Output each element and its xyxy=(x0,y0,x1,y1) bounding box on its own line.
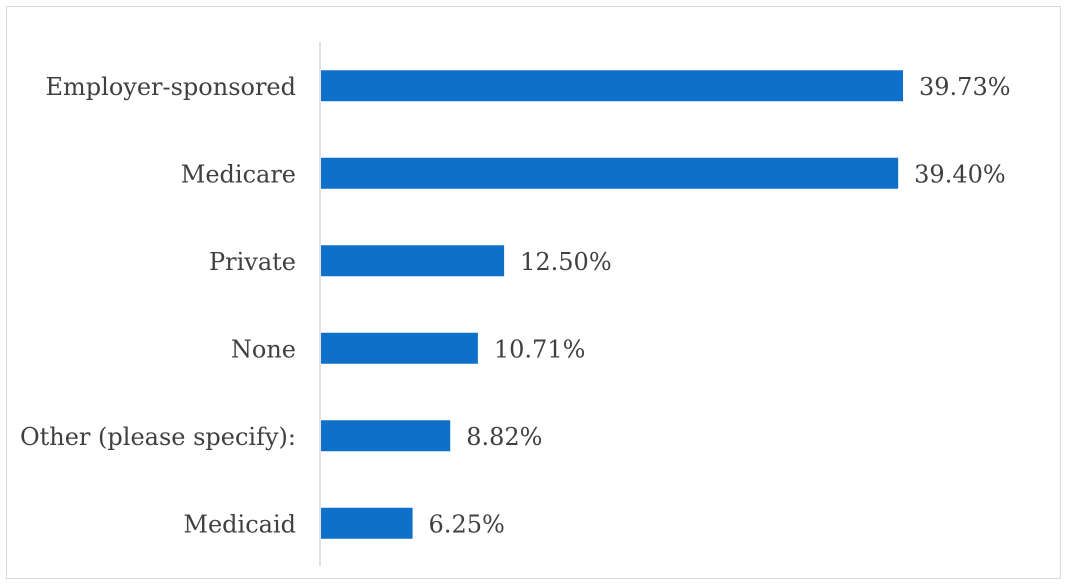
value-labels: 39.73% 39.40% 12.50% 10.71% 8.82% 6.25% xyxy=(429,73,1011,539)
bar-none xyxy=(321,332,478,364)
category-label-medicare: Medicare xyxy=(181,160,296,188)
bars xyxy=(321,70,903,539)
value-label-none: 10.71% xyxy=(494,335,586,363)
category-label-other-please-specify: Other (please specify): xyxy=(20,423,296,451)
bar-other-please-specify xyxy=(321,420,451,452)
chart-frame xyxy=(6,6,1061,579)
value-label-medicare: 39.40% xyxy=(914,160,1006,188)
bar-medicare xyxy=(321,157,899,189)
category-label-private: Private xyxy=(209,248,296,276)
bar-medicaid xyxy=(321,507,413,539)
value-label-medicaid: 6.25% xyxy=(429,510,505,538)
category-labels: Employer-sponsored Medicare Private None Oth… xyxy=(20,73,296,539)
value-label-private: 12.50% xyxy=(520,248,612,276)
category-label-employer-sponsored: Employer-sponsored xyxy=(46,73,297,101)
bar-employer-sponsored xyxy=(321,70,903,102)
value-label-employer-sponsored: 39.73% xyxy=(919,73,1011,101)
category-label-none: None xyxy=(231,335,296,363)
value-label-other-please-specify: 8.82% xyxy=(466,423,542,451)
bar-private xyxy=(321,245,505,277)
category-label-medicaid: Medicaid xyxy=(183,510,296,538)
